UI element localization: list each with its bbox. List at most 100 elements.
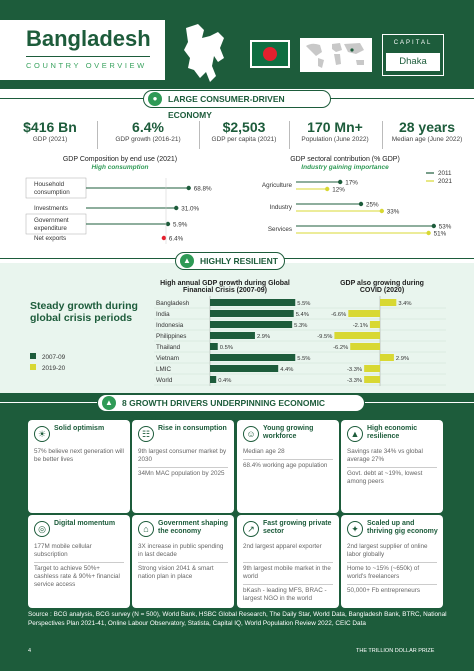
value-label: 31.0% [181, 206, 199, 213]
globe-icon: ◎ [34, 521, 50, 537]
bar-end [161, 235, 167, 241]
growth-icon: ↗ [243, 521, 259, 537]
driver-separator [347, 562, 437, 563]
driver-card: ⌂ Government shaping the economy 3X increa… [132, 515, 234, 608]
driver-title: Rise in consumption [158, 425, 227, 432]
driver-separator [243, 584, 333, 585]
kpi-median-age: 28 years Median age (June 2022) [384, 119, 470, 152]
kpi-value: $2,503 [222, 119, 266, 135]
chart-icon: ▲ [102, 396, 116, 410]
driver-fact: Strong vision 2041 & smart nation plan i… [138, 565, 214, 580]
covid-chart-title: GDP also growing during COVID (2020) [340, 280, 424, 294]
driver-title: Solid optimism [54, 425, 105, 432]
driver-fact: Home to ~15% (~650k) of world's freelanc… [347, 565, 420, 580]
category-label: Services [268, 226, 292, 233]
category-label: LMIC [156, 366, 171, 373]
kpi-divider [382, 121, 383, 149]
bar-2007-09 [210, 299, 296, 306]
composition-chart-subtitle: High consumption [91, 164, 149, 171]
category-label: Vietnam [156, 355, 179, 362]
driver-card: ☺ Young growing workforce Median age 28 68.… [237, 420, 339, 513]
driver-card: ✦ Scaled up and thriving gig economy 2nd l… [341, 515, 443, 608]
category-label: expenditure [34, 225, 67, 232]
driver-separator [347, 467, 437, 468]
driver-title: High economic resilience [367, 425, 418, 440]
driver-separator [138, 467, 228, 468]
title-divider [26, 56, 150, 57]
driver-card: ↗ Fast growing private sector 2nd largest … [237, 515, 339, 608]
category-label: Net exports [34, 235, 66, 242]
driver-card: ☀ Solid optimism 57% believe next generati… [28, 420, 130, 513]
kpi-gdp: $416 Bn GDP (2021) [6, 119, 94, 152]
bangladesh-flag [250, 40, 290, 68]
category-label: Industry [270, 204, 293, 211]
driver-separator [34, 562, 124, 563]
bar-2007-09 [210, 310, 294, 317]
bar-end [186, 185, 191, 191]
kpi-label: GDP (2021) [32, 136, 68, 143]
value-label: 68.8% [194, 186, 212, 193]
world-map-icon [300, 38, 372, 72]
driver-card: ◎ Digital momentum 177M mobile cellular su… [28, 515, 130, 608]
sector-chart-title: GDP sectoral contribution (% GDP) [290, 156, 400, 163]
driver-separator [243, 459, 333, 460]
driver-card: ▲ High economic resilience Savings rate 34… [341, 420, 443, 513]
value-label: 25% [366, 202, 379, 209]
driver-fact: 2nd largest supplier of online labor glo… [347, 543, 428, 558]
handshake-icon: ✦ [347, 521, 363, 537]
kpi-value: 170 Mn+ [307, 119, 363, 135]
bar-2019-20 [348, 310, 380, 317]
kpi-population: 170 Mn+ Population (June 2022) [291, 119, 379, 152]
bar-end [358, 201, 364, 207]
value-label: 5.4% [296, 312, 309, 318]
bar-2007-09 [210, 376, 217, 383]
driver-title: Digital momentum [54, 520, 116, 527]
bar-2019-20 [380, 299, 397, 306]
driver-fact: 9th largest consumer market by 2030 [138, 448, 227, 463]
kpi-divider [289, 121, 290, 149]
category-label: Agriculture [262, 182, 293, 189]
value-label: 4.4% [280, 367, 293, 373]
legend-2019-20: 2019-20 [30, 364, 65, 372]
value-label: -2.1% [353, 323, 368, 329]
bar-2007-09 [210, 332, 255, 339]
bar-2019-20 [334, 332, 380, 339]
category-label: Household [34, 181, 65, 188]
value-label: -3.3% [347, 367, 362, 373]
category-label: Philippines [156, 333, 186, 340]
title-card: Bangladesh COUNTRY OVERVIEW [0, 20, 165, 80]
driver-fact: Govt. debt at ~19%, lowest among peers [347, 470, 423, 485]
value-label: 2.9% [257, 334, 270, 340]
driver-title: Government shaping the economy [158, 520, 229, 535]
driver-fact: 3X increase in public spending in last d… [138, 543, 224, 558]
category-label: consumption [34, 189, 70, 196]
crisis-chart-title: High annual GDP growth during Global Fin… [160, 280, 290, 294]
category-label: Thailand [156, 344, 181, 351]
kpi-value: 6.4% [132, 119, 164, 135]
bar-2019-20 [380, 354, 394, 361]
driver-fact: 68.4% working age population [243, 462, 328, 469]
value-label: -6.2% [333, 345, 348, 351]
driver-fact: 50,000+ Fb entrepreneurs [347, 587, 420, 594]
economy-banner-label: LARGE CONSUMER-DRIVEN ECONOMY [168, 94, 285, 120]
category-label: World [156, 377, 173, 384]
kpi-divider [97, 121, 98, 149]
value-label: 12% [332, 187, 345, 194]
bar-2007-09 [210, 321, 293, 328]
government-icon: ⌂ [138, 521, 154, 537]
people-icon: ☺ [243, 426, 259, 442]
driver-fact: Target to achieve 50%+ cashless rate & 9… [34, 565, 120, 588]
bar-end [165, 221, 171, 227]
value-label: 6.4% [169, 236, 184, 243]
bar-2007-09 [210, 343, 218, 350]
sector-chart-subtitle: Industry gaining importance [301, 164, 389, 171]
source-note: Source : BCG analysis, BCG survey (N = 5… [28, 611, 447, 627]
value-label: -9.5% [317, 334, 332, 340]
shield-icon: ▲ [180, 254, 194, 268]
resilient-banner: ▲ HIGHLY RESILIENT [175, 252, 285, 270]
bar-end [338, 179, 343, 185]
driver-title: Fast growing private sector [263, 520, 332, 535]
category-label: Bangladesh [156, 300, 190, 307]
category-label: India [156, 311, 170, 318]
